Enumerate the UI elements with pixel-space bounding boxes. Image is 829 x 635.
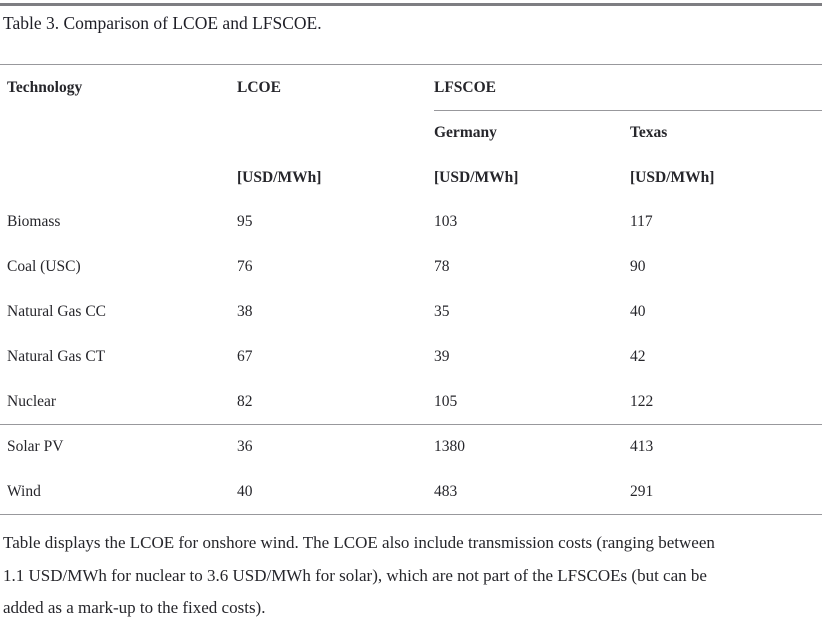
col-header-lcoe: LCOE [237, 78, 281, 96]
cell-technology: Coal (USC) [7, 258, 81, 275]
footnote-line: 1.1 USD/MWh for nuclear to 3.6 USD/MWh f… [3, 565, 707, 585]
empty-cell [237, 111, 434, 156]
cell-lcoe: 76 [237, 258, 253, 275]
cell-germany: 1380 [434, 424, 630, 470]
unit-lcoe: [USD/MWh] [237, 168, 322, 186]
cell-technology: Solar PV [0, 424, 237, 470]
cell-lcoe: 36 [237, 424, 434, 470]
cell-germany: 39 [434, 348, 450, 365]
cell-texas: 291 [630, 469, 823, 515]
footnote-line: Table displays the LCOE for onshore wind… [3, 533, 715, 552]
table-caption: Table 3. Comparison of LCOE and LFSCOE. [3, 13, 322, 33]
header-row-main: Technology LCOE LFSCOE [0, 64, 823, 111]
cell-lcoe: 82 [237, 392, 253, 410]
table-row: Coal (USC) 76 78 90 [0, 245, 822, 290]
table-footnote: Table displays the LCOE for onshore wind… [3, 527, 827, 625]
cell-germany: 103 [434, 213, 458, 230]
cell-germany: 105 [434, 392, 458, 410]
cell-texas: 122 [630, 392, 654, 410]
cell-lcoe: 38 [237, 303, 253, 320]
unit-texas: [USD/MWh] [630, 168, 715, 186]
col-header-lfscoe-group: LFSCOE [434, 64, 823, 111]
table-row: Solar PV 36 1380 413 [0, 424, 823, 470]
cell-texas: 413 [630, 424, 823, 470]
col-header-technology: Technology [7, 78, 83, 96]
cell-technology: Wind [0, 469, 237, 515]
top-rule-divider [0, 3, 822, 6]
header-row-units: [USD/MWh] [USD/MWh] [USD/MWh] [0, 156, 822, 200]
cell-technology: Natural Gas CT [7, 348, 106, 365]
cell-lcoe: 67 [237, 348, 253, 365]
cell-germany: 35 [434, 303, 450, 320]
col-header-germany: Germany [434, 124, 497, 142]
cell-technology: Natural Gas CC [7, 303, 107, 320]
cell-texas: 90 [630, 258, 646, 275]
cell-technology: Nuclear [7, 392, 57, 410]
unit-germany: [USD/MWh] [434, 168, 519, 186]
cell-lcoe: 40 [237, 469, 434, 515]
cell-texas: 42 [630, 348, 646, 365]
table-row: Natural Gas CT 67 39 42 [0, 335, 822, 380]
footnote-line: added as a mark-up to the fixed costs). [3, 598, 266, 617]
header-row-regions: Germany Texas [0, 111, 822, 156]
table-row: Wind 40 483 291 [0, 469, 823, 515]
table-row: Nuclear 82 105 122 [0, 380, 822, 425]
cell-technology: Biomass [7, 213, 61, 230]
cell-lcoe: 95 [237, 213, 253, 230]
cell-texas: 40 [630, 303, 646, 320]
empty-cell [0, 111, 237, 156]
lcoe-lfscoe-table: Technology LCOE LFSCOE Germany Texas [US… [0, 64, 823, 515]
col-header-texas: Texas [630, 124, 668, 142]
table-row: Natural Gas CC 38 35 40 [0, 290, 822, 335]
empty-cell [0, 156, 237, 200]
table-row: Biomass 95 103 117 [0, 200, 822, 245]
cell-texas: 117 [630, 213, 653, 230]
cell-germany: 78 [434, 258, 450, 275]
cell-germany: 483 [434, 469, 630, 515]
